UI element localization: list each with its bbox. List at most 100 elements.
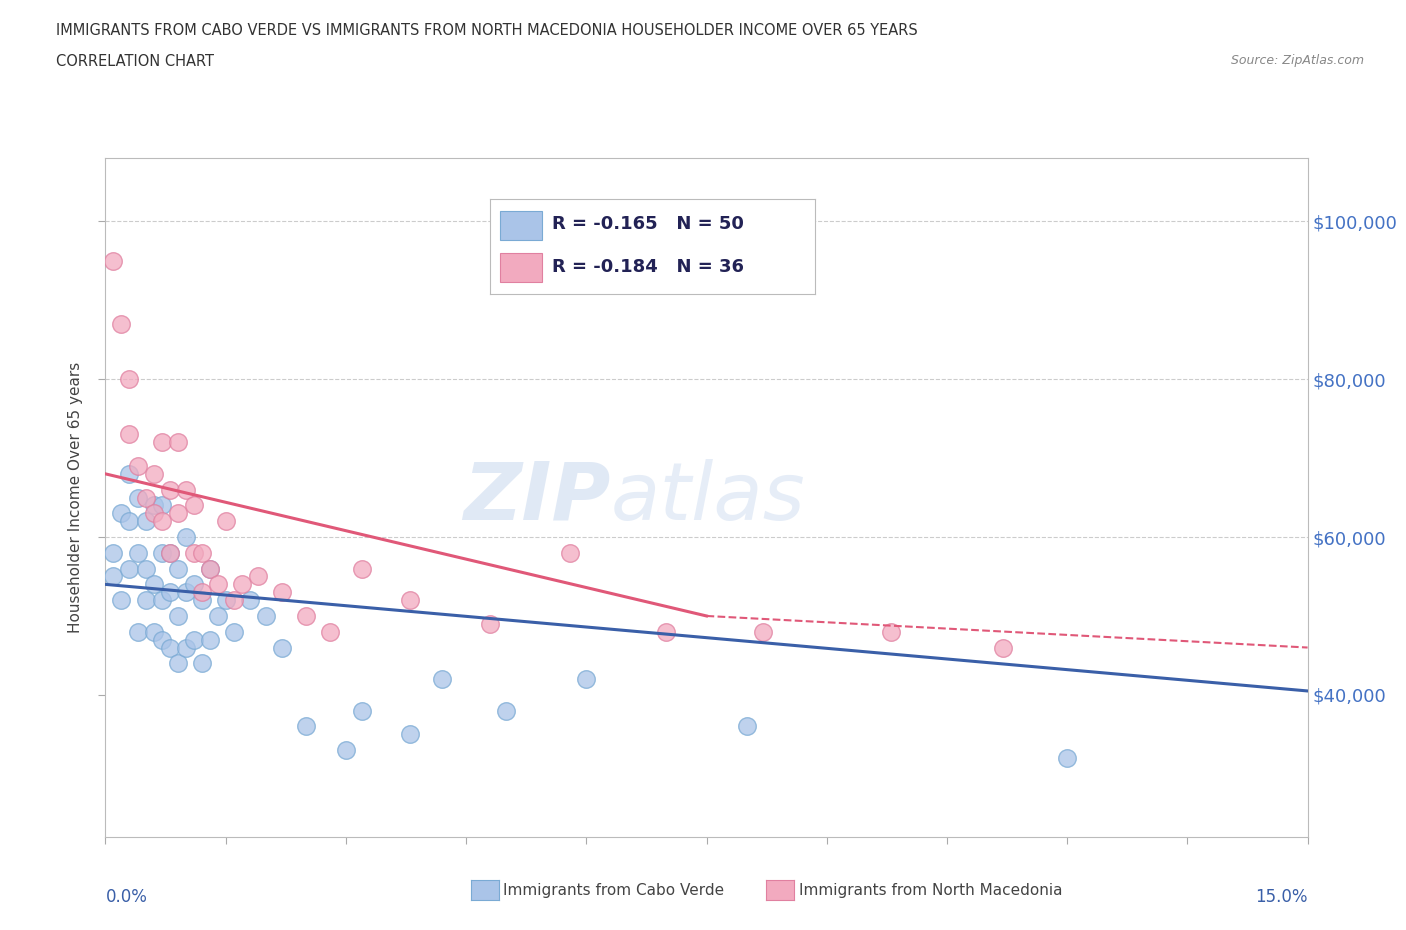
Point xyxy=(198,632,221,647)
Point xyxy=(159,640,181,655)
Text: 0.0%: 0.0% xyxy=(105,888,148,906)
Point xyxy=(231,577,253,591)
Text: 15.0%: 15.0% xyxy=(1256,888,1308,906)
Point xyxy=(135,513,157,528)
Point xyxy=(655,624,678,639)
Point xyxy=(198,561,221,576)
Point xyxy=(430,671,453,686)
Point xyxy=(150,632,173,647)
Text: Immigrants from Cabo Verde: Immigrants from Cabo Verde xyxy=(503,883,724,897)
Point xyxy=(150,592,173,607)
Point xyxy=(174,640,197,655)
Point xyxy=(159,483,181,498)
Point xyxy=(335,743,357,758)
Point xyxy=(159,585,181,600)
Point xyxy=(118,372,141,387)
Point xyxy=(751,624,773,639)
Point xyxy=(135,592,157,607)
Point xyxy=(118,467,141,482)
Point xyxy=(183,498,205,512)
Point xyxy=(319,624,342,639)
Point xyxy=(118,513,141,528)
Point xyxy=(166,506,188,521)
Point xyxy=(214,513,236,528)
Point xyxy=(159,545,181,560)
Point xyxy=(110,506,132,521)
Y-axis label: Householder Income Over 65 years: Householder Income Over 65 years xyxy=(67,362,83,633)
Point xyxy=(183,577,205,591)
Point xyxy=(159,545,181,560)
Point xyxy=(166,435,188,450)
Point xyxy=(135,490,157,505)
Point xyxy=(142,467,165,482)
Text: R = -0.165   N = 50: R = -0.165 N = 50 xyxy=(551,216,744,233)
Text: Source: ZipAtlas.com: Source: ZipAtlas.com xyxy=(1230,54,1364,67)
Point xyxy=(142,498,165,512)
Point xyxy=(142,577,165,591)
Point xyxy=(183,545,205,560)
Point xyxy=(166,656,188,671)
Point xyxy=(103,545,125,560)
Point xyxy=(190,585,212,600)
Point xyxy=(222,592,245,607)
Point xyxy=(214,592,236,607)
Point xyxy=(103,253,125,268)
Point xyxy=(103,569,125,584)
Point xyxy=(207,608,229,623)
Point xyxy=(150,545,173,560)
Point xyxy=(735,719,758,734)
Point xyxy=(991,640,1014,655)
Point xyxy=(270,640,292,655)
Point xyxy=(150,435,173,450)
Text: atlas: atlas xyxy=(610,458,806,537)
Text: IMMIGRANTS FROM CABO VERDE VS IMMIGRANTS FROM NORTH MACEDONIA HOUSEHOLDER INCOME: IMMIGRANTS FROM CABO VERDE VS IMMIGRANTS… xyxy=(56,23,918,38)
Point xyxy=(495,703,517,718)
Point xyxy=(880,624,903,639)
Text: ZIP: ZIP xyxy=(463,458,610,537)
Bar xyxy=(501,211,543,240)
Point xyxy=(174,483,197,498)
Point xyxy=(118,427,141,442)
Point xyxy=(183,632,205,647)
Point xyxy=(127,624,149,639)
Point xyxy=(295,719,318,734)
Point xyxy=(560,545,582,560)
Point xyxy=(190,592,212,607)
Point xyxy=(110,316,132,331)
Bar xyxy=(501,253,543,282)
Text: CORRELATION CHART: CORRELATION CHART xyxy=(56,54,214,69)
Point xyxy=(150,513,173,528)
Point xyxy=(174,585,197,600)
Point xyxy=(254,608,277,623)
Point xyxy=(127,490,149,505)
Text: Immigrants from North Macedonia: Immigrants from North Macedonia xyxy=(799,883,1062,897)
Text: R = -0.184   N = 36: R = -0.184 N = 36 xyxy=(551,259,744,276)
Point xyxy=(399,592,422,607)
Point xyxy=(1056,751,1078,765)
Point xyxy=(127,458,149,473)
Point xyxy=(174,529,197,544)
Point xyxy=(246,569,269,584)
Point xyxy=(190,656,212,671)
Point xyxy=(166,561,188,576)
Point xyxy=(135,561,157,576)
Point xyxy=(142,506,165,521)
Point xyxy=(127,545,149,560)
Point xyxy=(270,585,292,600)
Point xyxy=(222,624,245,639)
Point xyxy=(479,617,502,631)
Point xyxy=(295,608,318,623)
Point xyxy=(239,592,262,607)
Point xyxy=(575,671,598,686)
Point xyxy=(150,498,173,512)
Point xyxy=(142,624,165,639)
Point xyxy=(350,561,373,576)
Point xyxy=(399,727,422,742)
Point xyxy=(350,703,373,718)
Point xyxy=(190,545,212,560)
Point xyxy=(207,577,229,591)
Point xyxy=(118,561,141,576)
Point xyxy=(166,608,188,623)
Point xyxy=(110,592,132,607)
Point xyxy=(198,561,221,576)
